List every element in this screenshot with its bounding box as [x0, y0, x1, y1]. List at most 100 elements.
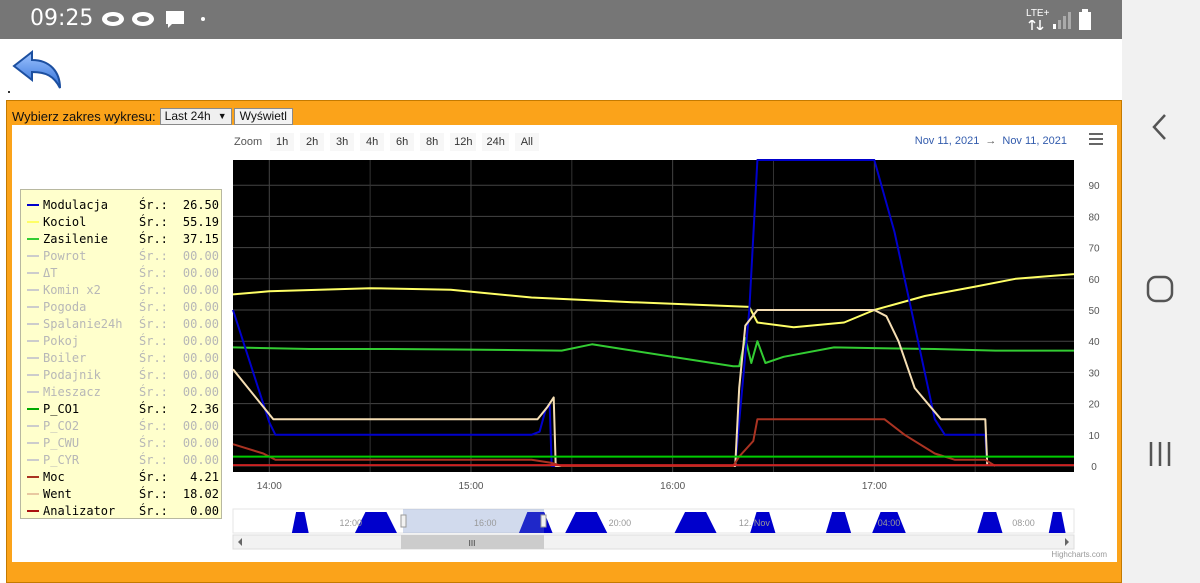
legend-item[interactable]: ΔT Śr.: 00.00 [21, 264, 221, 281]
legend-avg-label: Śr.: [139, 282, 168, 297]
legend-name: Modulacja [43, 197, 109, 212]
legend-avg-label: Śr.: [139, 418, 168, 433]
zoom-12h-button[interactable]: 12h [450, 133, 477, 151]
date-range: Nov 11, 2021 → Nov 11, 2021 [915, 135, 1067, 147]
legend-name: Kociol [43, 214, 87, 229]
legend-item[interactable]: Spalanie24h Śr.: 00.00 [21, 315, 221, 332]
legend-item[interactable]: P_CO2 Śr.: 00.00 [21, 417, 221, 434]
y-tick-label: 20 [1088, 400, 1100, 411]
y-tick-label: 80 [1088, 212, 1100, 223]
legend-name: Pogoda [43, 299, 87, 314]
zoom-label: Zoom [234, 136, 263, 148]
navigator-label: 08:00 [1012, 518, 1035, 528]
x-tick-label: 14:00 [257, 481, 282, 492]
range-label: Wybierz zakres wykresu: [12, 108, 156, 124]
legend-avg-value: 00.00 [182, 350, 219, 365]
legend-item[interactable]: Modulacja Śr.: 26.50 [21, 196, 221, 213]
legend-item[interactable]: Powrot Śr.: 00.00 [21, 247, 221, 264]
date-from-input[interactable]: Nov 11, 2021 [914, 135, 980, 147]
legend-name: P_CO1 [43, 401, 80, 416]
zoom-2h-button[interactable]: 2h [300, 133, 325, 151]
recents-nav-icon[interactable] [1146, 440, 1174, 468]
zoom-4h-button[interactable]: 4h [360, 133, 385, 151]
legend-item[interactable]: Moc Śr.: 4.21 [21, 468, 221, 485]
battery-icon [1079, 9, 1091, 30]
range-select[interactable]: Last 24h ▼ [159, 107, 232, 125]
zoom-8h-button[interactable]: 8h [420, 133, 445, 151]
zoom-6h-button[interactable]: 6h [390, 133, 415, 151]
legend-avg-label: Śr.: [139, 452, 168, 467]
scrollbar-thumb [401, 535, 544, 549]
legend-avg-value: 4.21 [190, 469, 219, 484]
y-tick-label: 10 [1088, 431, 1100, 442]
legend-item[interactable]: Zasilenie Śr.: 37.15 [21, 230, 221, 247]
chart-menu-icon[interactable] [1089, 133, 1103, 147]
dropdown-arrow-icon: ▼ [217, 111, 227, 121]
back-nav-icon[interactable] [1150, 113, 1170, 141]
highcharts-credit[interactable]: Highcharts.com [1051, 550, 1107, 559]
y-tick-label: 30 [1088, 368, 1100, 379]
legend-item[interactable]: Komin x2 Śr.: 00.00 [21, 281, 221, 298]
legend-item[interactable]: P_CO1 Śr.: 2.36 [21, 400, 221, 417]
legend-swatch [27, 390, 39, 393]
legend-item[interactable]: Kociol Śr.: 55.19 [21, 213, 221, 230]
legend-swatch [27, 424, 39, 427]
legend-swatch [27, 373, 39, 376]
legend-name: Podajnik [43, 367, 101, 382]
zoom-1h-button[interactable]: 1h [270, 133, 295, 151]
legend-box: Modulacja Śr.: 26.50 Kociol Śr.: 55.19 Zasilen… [20, 189, 222, 519]
navigator-area [233, 512, 1074, 533]
zoom-bar: Zoom 1h 2h 3h 4h 6h 8h 12h 24h All [234, 133, 545, 151]
navigation-bar [1122, 0, 1200, 583]
legend-name: P_CYR [43, 452, 80, 467]
legend-item[interactable]: Pogoda Śr.: 00.00 [21, 298, 221, 315]
legend-swatch [27, 509, 39, 512]
zoom-all-button[interactable]: All [514, 133, 539, 151]
panel-footer [12, 562, 1117, 577]
legend-name: Zasilenie [43, 231, 109, 246]
legend-item[interactable]: Pokoj Śr.: 00.00 [21, 332, 221, 349]
legend-item[interactable]: Analizator Śr.: 0.00 [21, 502, 221, 519]
legend-swatch [27, 288, 39, 291]
show-button[interactable]: Wyświetl [233, 107, 293, 125]
plot-background [233, 160, 1074, 472]
legend-swatch [27, 441, 39, 444]
legend-avg-value: 00.00 [182, 418, 219, 433]
series-line-kociol [232, 273, 1075, 329]
date-to-input[interactable]: Nov 11, 2021 [1002, 135, 1067, 147]
legend-name: Went [43, 486, 72, 501]
legend-item[interactable]: P_CWU Śr.: 00.00 [21, 434, 221, 451]
legend-name: P_CWU [43, 435, 80, 450]
divider-dot [8, 91, 10, 93]
legend-avg-label: Śr.: [139, 384, 168, 399]
legend-swatch [27, 322, 39, 325]
back-arrow-icon[interactable] [12, 50, 66, 92]
status-bar: 09:25 LTE+ [0, 0, 1122, 39]
zoom-3h-button[interactable]: 3h [330, 133, 355, 151]
legend-name: Powrot [43, 248, 87, 263]
legend-item[interactable]: Went Śr.: 18.02 [21, 485, 221, 502]
legend-item[interactable]: Mieszacz Śr.: 00.00 [21, 383, 221, 400]
legend-item[interactable]: Boiler Śr.: 00.00 [21, 349, 221, 366]
home-nav-icon[interactable] [1146, 275, 1174, 303]
legend-avg-value: 2.36 [190, 401, 219, 416]
y-tick-label: 90 [1088, 181, 1100, 192]
legend-avg-label: Śr.: [139, 214, 168, 229]
legend-name: Mieszacz [43, 384, 101, 399]
legend-name: Moc [43, 469, 65, 484]
legend-avg-label: Śr.: [139, 367, 168, 382]
legend-item[interactable]: Podajnik Śr.: 00.00 [21, 366, 221, 383]
message-bubble-icon [132, 12, 154, 26]
series-line-went [232, 309, 989, 467]
zoom-24h-button[interactable]: 24h [482, 133, 509, 151]
legend-avg-label: Śr.: [139, 435, 168, 450]
legend-avg-label: Śr.: [139, 316, 168, 331]
main-chart[interactable]: 14:00 15:00 16:00 17:00 0 10 20 30 40 50 60 70 80 90… [12, 125, 1117, 562]
legend-swatch [27, 203, 39, 206]
scrollbar-grip: III [469, 539, 476, 548]
legend-swatch [27, 492, 39, 495]
chat-icon [166, 11, 184, 28]
y-tick-label: 0 [1091, 462, 1097, 473]
scroll-right-icon [1065, 538, 1069, 546]
legend-item[interactable]: P_CYR Śr.: 00.00 [21, 451, 221, 468]
